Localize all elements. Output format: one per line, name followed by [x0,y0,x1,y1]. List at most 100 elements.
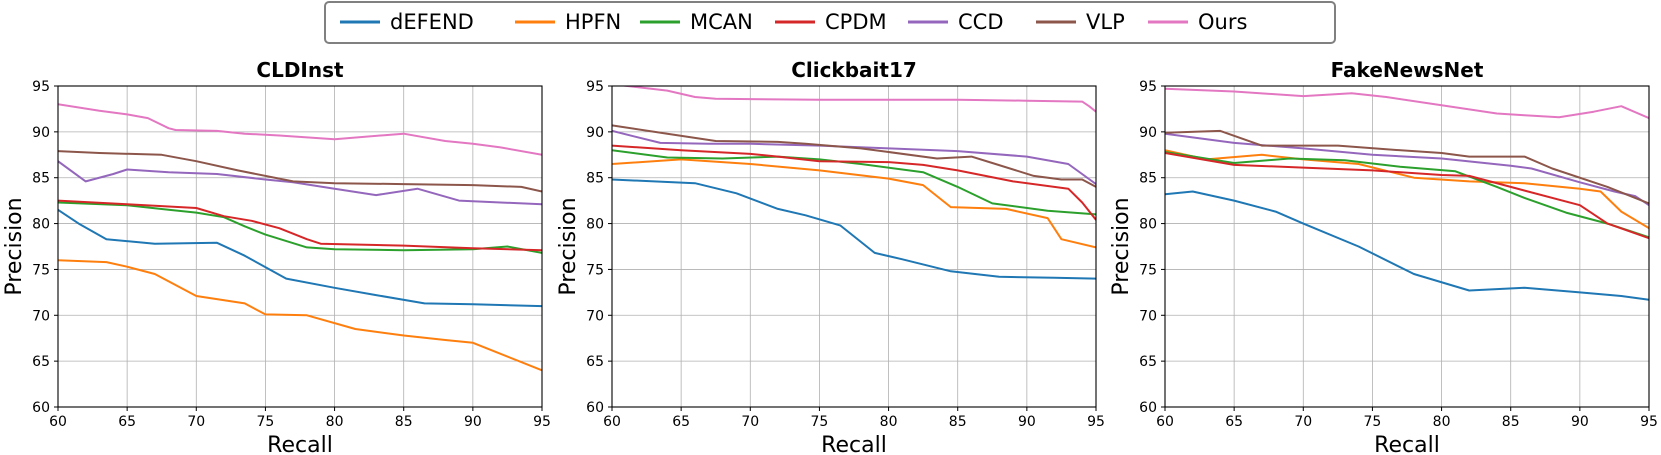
y-tick-label: 85 [32,171,50,187]
x-tick-label: 95 [533,414,551,430]
x-tick-label: 60 [1156,414,1174,430]
y-tick-label: 80 [1139,217,1157,233]
y-axis-label: Precision [1109,197,1134,295]
x-tick-label: 75 [811,414,829,430]
series-line-mcan [612,149,1096,216]
series-group [1165,87,1649,301]
chart-panel-fakenewsnet: 60 65 70 75 80 85 90 95 60 65 70 75 80 85 90 95 FakeNews… [1109,58,1658,455]
series-line-hpfn [612,158,1096,249]
y-tick-label: 95 [32,79,50,95]
legend-entry-mcan: MCAN [640,10,753,34]
series-line-ours [58,103,542,156]
legend-label-ccd: CCD [958,10,1004,34]
y-tick-label: 65 [32,354,50,370]
x-tick-label: 65 [672,414,690,430]
grid [611,85,1097,408]
chart-panel-cldinst: 60 65 70 75 80 85 90 95 60 65 70 75 80 85 90 95 CLDInst R… [2,58,551,455]
legend-box [324,1,1336,44]
x-tick-label: 90 [1571,414,1589,430]
legend-label-defend: dEFEND [390,10,474,34]
legend-label-cpdm: CPDM [825,10,887,34]
series-line-defend [58,208,542,308]
y-tick-label: 60 [586,400,604,416]
y-tick-label: 75 [32,262,50,278]
x-tick-label: 85 [395,414,413,430]
x-tick-label: 85 [1502,414,1520,430]
x-tick-label: 60 [603,414,621,430]
series-line-ours [1165,87,1649,120]
series-line-defend [1165,190,1649,301]
series-line-ours [618,86,1096,113]
y-tick-label: 80 [586,217,604,233]
axes-frame [57,85,543,408]
y-tick-label: 60 [32,400,50,416]
y-tick-label: 90 [32,125,50,141]
axes-frame [1164,85,1650,408]
series-line-ccd [58,160,542,206]
y-tick-label: 70 [32,308,50,324]
y-axis-label: Precision [2,197,27,295]
x-axis-label: Recall [1374,433,1440,455]
series-line-mcan [1165,151,1649,239]
y-tick-label: 85 [586,171,604,187]
x-tick-label: 70 [187,414,205,430]
series-line-vlp [612,124,1096,188]
series-group [58,103,542,372]
x-tick-label: 70 [741,414,759,430]
legend-entry-defend: dEFEND [340,10,474,34]
legend-entry-ccd: CCD [908,10,1004,34]
legend-entry-vlp: VLP [1036,10,1125,34]
x-tick-label: 80 [326,414,344,430]
x-tick-label: 65 [118,414,136,430]
y-tick-label: 90 [1139,125,1157,141]
series-line-mcan [58,201,542,254]
series-line-vlp [1165,129,1649,205]
x-axis-label: Recall [821,433,887,455]
y-tick-label: 75 [1139,262,1157,278]
x-tick-label: 90 [1018,414,1036,430]
y-tick-label: 90 [586,125,604,141]
y-tick-label: 65 [1139,354,1157,370]
y-tick-label: 95 [586,79,604,95]
grid [1164,85,1650,408]
chart-title: FakeNewsNet [1331,58,1484,82]
y-tick-label: 65 [586,354,604,370]
legend-label-ours: Ours [1198,10,1247,34]
x-tick-label: 70 [1294,414,1312,430]
x-tick-label: 90 [464,414,482,430]
series-line-defend [612,178,1096,280]
y-axis-label: Precision [556,197,581,295]
chart-title: Clickbait17 [791,58,917,82]
x-tick-label: 75 [257,414,275,430]
y-tick-label: 85 [1139,171,1157,187]
series-line-cpdm [1165,152,1649,240]
legend-entry-ours: Ours [1148,10,1247,34]
grid [57,85,543,408]
series-line-cpdm [58,199,542,252]
y-tick-label: 75 [586,262,604,278]
x-tick-label: 65 [1225,414,1243,430]
chart-title: CLDInst [256,58,344,82]
legend-entry-cpdm: CPDM [775,10,887,34]
y-tick-label: 95 [1139,79,1157,95]
x-tick-label: 95 [1087,414,1105,430]
y-tick-label: 80 [32,217,50,233]
series-line-cpdm [612,144,1096,221]
legend: dEFEND HPFN MCAN CPDM CCD VLP Ours [324,1,1336,44]
series-group [612,86,1096,280]
series-line-hpfn [1165,149,1649,230]
legend-entry-hpfn: HPFN [515,10,621,34]
x-tick-label: 80 [1433,414,1451,430]
series-line-ccd [1165,132,1649,207]
series-line-vlp [58,150,542,193]
x-axis-label: Recall [267,433,333,455]
legend-label-vlp: VLP [1086,10,1125,34]
x-tick-label: 75 [1364,414,1382,430]
y-tick-label: 70 [1139,308,1157,324]
x-tick-label: 95 [1640,414,1658,430]
series-line-hpfn [58,259,542,372]
y-tick-label: 60 [1139,400,1157,416]
legend-label-hpfn: HPFN [565,10,621,34]
chart-panel-clickbait17: 60 65 70 75 80 85 90 95 60 65 70 75 80 85 90 95 Clickbai… [556,58,1105,455]
